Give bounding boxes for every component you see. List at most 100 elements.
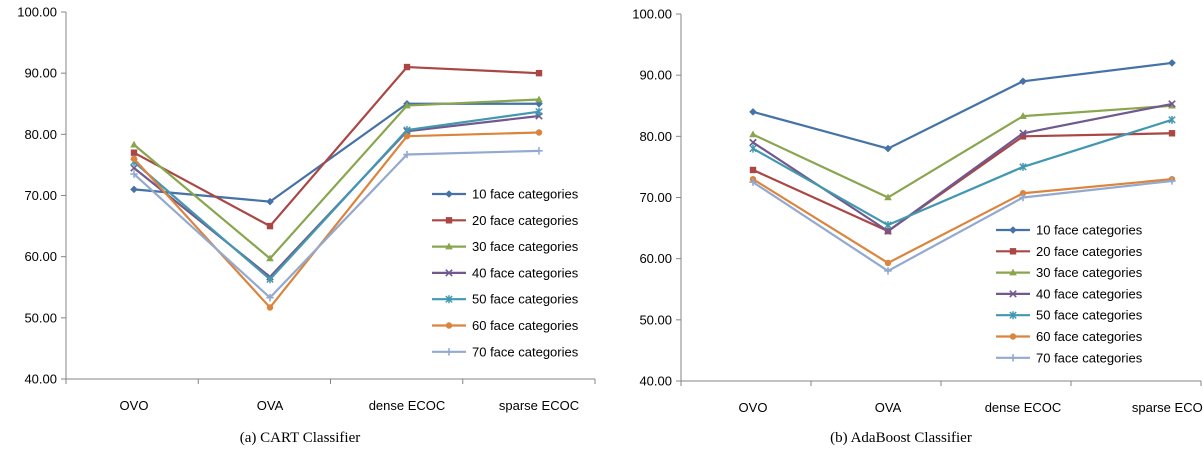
data-point <box>535 95 543 103</box>
data-point <box>749 166 757 174</box>
legend-marker <box>445 217 453 224</box>
legend-marker <box>445 269 453 277</box>
series-30-face-categories <box>130 95 543 262</box>
data-point <box>1019 190 1027 197</box>
x-tick-label: sparse ECOC <box>1132 400 1203 415</box>
series-line <box>752 179 1173 272</box>
data-point <box>535 129 543 136</box>
legend-marker <box>445 242 453 250</box>
data-point <box>403 150 411 159</box>
data-point <box>884 193 892 201</box>
legend-marker <box>1009 311 1017 320</box>
data-point <box>266 293 274 302</box>
data-point <box>884 227 892 235</box>
legend-label: 10 face categories <box>1036 223 1143 238</box>
y-tick-label: 40.00 <box>639 374 672 389</box>
y-tick-label: 50.00 <box>639 312 672 327</box>
series-60-face-categories <box>130 129 543 311</box>
series-line <box>752 102 1173 233</box>
legend-item: 50 face categories <box>432 292 579 307</box>
series-line <box>133 110 540 281</box>
legend-label: 50 face categories <box>1036 308 1143 323</box>
data-point <box>1168 130 1176 137</box>
legend-label: 20 face categories <box>472 213 579 228</box>
series-line <box>752 118 1173 227</box>
y-tick-label: 60.00 <box>639 251 672 266</box>
data-point <box>130 140 138 148</box>
legend-label: 20 face categories <box>1036 244 1143 259</box>
y-tick-label: 50.00 <box>24 310 57 325</box>
series-line <box>133 102 539 203</box>
data-point <box>749 130 757 138</box>
legend-marker <box>1009 226 1017 234</box>
chart-cart: 40.00 50.00 60.00 70.00 80.00 90.00 100.00 OVO O… <box>17 5 596 446</box>
legend-label: 70 face categories <box>472 344 579 359</box>
data-point <box>1168 177 1176 185</box>
series-70-face-categories <box>749 177 1176 275</box>
legend-marker <box>1009 354 1017 362</box>
y-tick-label: 70.00 <box>24 188 57 203</box>
data-point <box>749 144 757 153</box>
data-point <box>266 275 274 284</box>
legend-item: 40 face categories <box>996 286 1143 301</box>
legend-marker <box>1009 333 1017 340</box>
x-tick-label: sparse ECOC <box>499 398 579 413</box>
data-point <box>403 63 411 71</box>
x-tick-label: OVA <box>257 398 284 413</box>
series-20-face-categories <box>130 63 543 230</box>
y-tick-label: 100.00 <box>632 7 672 22</box>
data-point <box>884 144 892 153</box>
data-point <box>1019 193 1027 202</box>
data-point <box>749 138 757 147</box>
x-tick-label: dense ECOC <box>985 400 1062 415</box>
legend-item: 10 face categories <box>996 223 1143 238</box>
legend-item: 70 face categories <box>996 350 1143 365</box>
legend-marker <box>1009 248 1017 255</box>
data-point <box>749 108 757 116</box>
legend-label: 30 face categories <box>472 239 579 254</box>
data-point <box>749 178 757 186</box>
series-line <box>133 131 540 309</box>
data-point <box>403 126 411 135</box>
legend-label: 10 face categories <box>472 187 579 202</box>
data-point <box>884 259 892 267</box>
data-point <box>535 69 543 77</box>
chart-panel-cart: 40.00 50.00 60.00 70.00 80.00 90.00 100.00 OVO O… <box>0 0 600 452</box>
series-70-face-categories <box>130 147 543 302</box>
data-point <box>884 221 892 230</box>
series-line <box>133 65 540 228</box>
y-tick-label: 70.00 <box>639 190 672 205</box>
legend-item: 30 face categories <box>996 265 1143 280</box>
legend-label: 50 face categories <box>472 292 579 307</box>
x-tick-label: OVO <box>739 400 768 415</box>
y-tick-label: 90.00 <box>639 68 672 83</box>
y-tick-label: 60.00 <box>24 249 57 264</box>
x-tick-label: OVA <box>875 400 902 415</box>
series-line <box>752 178 1173 265</box>
series-line <box>752 132 1173 233</box>
data-point <box>1168 100 1176 108</box>
chart-caption: (b) AdaBoost Classifier <box>830 430 972 446</box>
data-point <box>130 155 138 162</box>
data-point <box>535 147 543 155</box>
y-tick-label: 80.00 <box>639 129 672 144</box>
data-point <box>266 304 274 311</box>
legend-label: 70 face categories <box>1036 350 1143 365</box>
legend-marker <box>445 190 453 198</box>
legend-item: 20 face categories <box>996 244 1143 259</box>
y-tick-label: 100.00 <box>17 5 57 20</box>
x-tick-label: dense ECOC <box>369 398 446 413</box>
legend-label: 40 face categories <box>472 265 579 280</box>
data-point <box>403 101 411 109</box>
x-tick-label: OVO <box>120 398 149 413</box>
legend-item: 60 face categories <box>996 329 1143 344</box>
data-point <box>266 197 274 206</box>
data-point <box>1019 129 1027 138</box>
data-point <box>1019 162 1027 171</box>
legend-item: 10 face categories <box>432 187 579 202</box>
legend-item: 70 face categories <box>432 344 579 359</box>
data-point <box>403 132 411 140</box>
legend-marker <box>445 295 453 304</box>
legend-item: 30 face categories <box>432 239 579 254</box>
data-point <box>1168 59 1176 67</box>
